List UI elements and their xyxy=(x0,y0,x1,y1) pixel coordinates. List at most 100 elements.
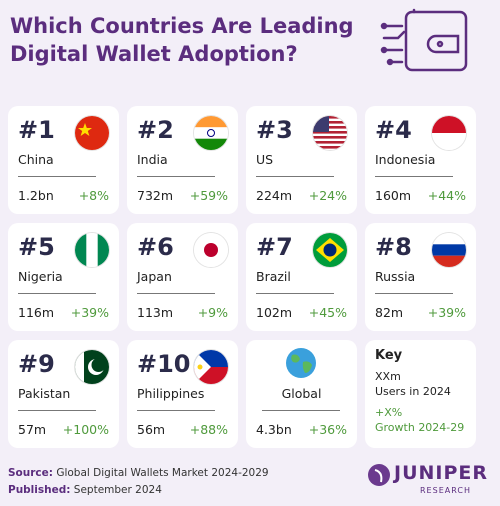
source-label: Source: xyxy=(8,467,53,479)
key-growth: +X% xyxy=(375,406,403,419)
divider xyxy=(18,410,96,411)
published-text: September 2024 xyxy=(73,484,162,496)
divider xyxy=(262,410,340,411)
country: US xyxy=(256,152,274,167)
users: 224m xyxy=(256,188,293,203)
key-users-label: Users in 2024 xyxy=(375,385,451,398)
country-card: #7 Brazil 102m +45% xyxy=(246,223,357,331)
growth: +39% xyxy=(70,305,109,320)
users: 102m xyxy=(256,305,293,320)
users: 56m xyxy=(137,422,166,437)
users: 4.3bn xyxy=(256,422,292,437)
divider xyxy=(256,293,334,294)
growth: +88% xyxy=(189,422,228,437)
users: 1.2bn xyxy=(18,188,54,203)
flag-art xyxy=(313,233,347,267)
published-label: Published: xyxy=(8,484,71,496)
country: Philippines xyxy=(137,386,205,401)
country-card: #2 India 732m +59% xyxy=(127,106,238,214)
users: 116m xyxy=(18,305,55,320)
rank: #8 xyxy=(375,233,412,261)
flag xyxy=(75,350,109,384)
global-label: Global xyxy=(281,386,322,401)
source-text: Global Digital Wallets Market 2024-2029 xyxy=(56,467,269,479)
growth: +100% xyxy=(62,422,109,437)
key-title: Key xyxy=(375,348,403,363)
divider xyxy=(137,410,215,411)
rank: #10 xyxy=(137,350,191,378)
country-card: #4 Indonesia 160m +44% xyxy=(365,106,476,214)
key-growth-label: Growth 2024-29 xyxy=(375,421,465,434)
divider xyxy=(18,293,96,294)
rank: #5 xyxy=(18,233,55,261)
flag xyxy=(194,350,228,384)
divider xyxy=(137,176,215,177)
flag-art xyxy=(75,116,109,150)
logo-mark xyxy=(368,464,390,486)
global-card: Global 4.3bn +36% xyxy=(246,340,357,448)
divider xyxy=(375,293,453,294)
title: Which Countries Are Leading xyxy=(10,14,354,38)
rank: #9 xyxy=(18,350,55,378)
flag xyxy=(194,116,228,150)
country: China xyxy=(18,152,54,167)
country-card: #9 Pakistan 57m +100% xyxy=(8,340,119,448)
flag-art xyxy=(75,350,109,384)
country-card: #6 Japan 113m +9% xyxy=(127,223,238,331)
country-card: #3 US 224m +24% xyxy=(246,106,357,214)
rank: #7 xyxy=(256,233,293,261)
country: India xyxy=(137,152,168,167)
country-card: #8 Russia 82m +39% xyxy=(365,223,476,331)
country: Indonesia xyxy=(375,152,436,167)
users: 732m xyxy=(137,188,174,203)
title: Digital Wallet Adoption? xyxy=(10,42,298,66)
flag-art xyxy=(194,116,228,150)
source: Source: Global Digital Wallets Market 20… xyxy=(8,467,269,479)
flag xyxy=(313,116,347,150)
country-card: #10 Philippines 56m +88% xyxy=(127,340,238,448)
rank: #1 xyxy=(18,116,55,144)
users: 82m xyxy=(375,305,404,320)
flag xyxy=(432,116,466,150)
key-card: Key XXm Users in 2024 +X% Growth 2024-29 xyxy=(365,340,476,448)
rank: #4 xyxy=(375,116,412,144)
globe-icon xyxy=(286,348,316,378)
flag-art xyxy=(194,350,228,384)
published: Published: September 2024 xyxy=(8,484,162,496)
logo-sub: RESEARCH xyxy=(420,486,471,495)
country-card: #5 Nigeria 116m +39% xyxy=(8,223,119,331)
country: Japan xyxy=(137,269,172,284)
country: Russia xyxy=(375,269,416,284)
flag-art xyxy=(75,233,109,267)
growth: +44% xyxy=(427,188,466,203)
growth: +39% xyxy=(427,305,466,320)
flag xyxy=(313,233,347,267)
divider xyxy=(375,176,453,177)
users: 57m xyxy=(18,422,47,437)
country: Brazil xyxy=(256,269,291,284)
users: 160m xyxy=(375,188,412,203)
divider xyxy=(137,293,215,294)
country: Nigeria xyxy=(18,269,63,284)
globe xyxy=(284,346,318,384)
flag xyxy=(194,233,228,267)
users: 113m xyxy=(137,305,174,320)
wallet-icon xyxy=(380,8,468,72)
rank: #2 xyxy=(137,116,174,144)
divider xyxy=(18,176,96,177)
flag-art xyxy=(432,116,466,150)
key-users: XXm xyxy=(375,370,401,383)
country-card: #1 China 1.2bn +8% xyxy=(8,106,119,214)
divider xyxy=(256,176,334,177)
flag-art xyxy=(194,233,228,267)
growth: +24% xyxy=(308,188,347,203)
rank: #6 xyxy=(137,233,174,261)
flag xyxy=(432,233,466,267)
flag xyxy=(75,116,109,150)
growth: +36% xyxy=(308,422,347,437)
logo-name: JUNIPER xyxy=(394,462,489,484)
rank: #3 xyxy=(256,116,293,144)
country: Pakistan xyxy=(18,386,71,401)
flag-art xyxy=(313,116,347,150)
